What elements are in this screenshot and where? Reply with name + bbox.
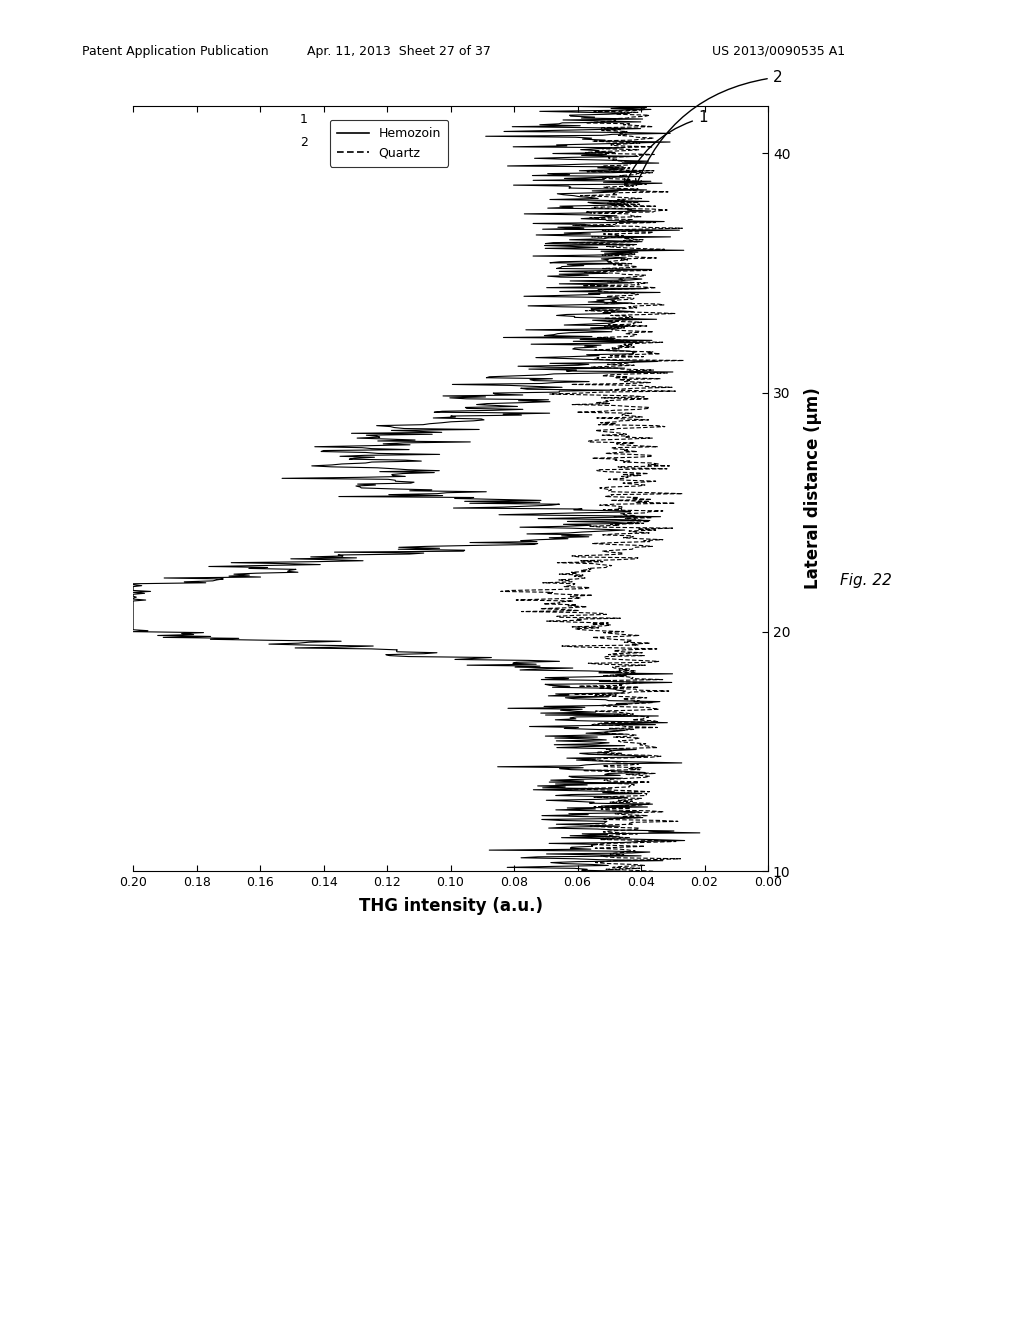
Text: Apr. 11, 2013  Sheet 27 of 37: Apr. 11, 2013 Sheet 27 of 37 bbox=[307, 45, 492, 58]
Y-axis label: Lateral distance (μm): Lateral distance (μm) bbox=[805, 388, 822, 589]
Legend: Hemozoin, Quartz: Hemozoin, Quartz bbox=[330, 120, 449, 166]
Text: Patent Application Publication: Patent Application Publication bbox=[82, 45, 268, 58]
Text: Fig. 22: Fig. 22 bbox=[840, 573, 892, 589]
X-axis label: THG intensity (a.u.): THG intensity (a.u.) bbox=[358, 898, 543, 915]
Text: US 2013/0090535 A1: US 2013/0090535 A1 bbox=[712, 45, 845, 58]
Text: 1: 1 bbox=[300, 114, 307, 127]
Text: 2: 2 bbox=[300, 136, 307, 149]
Text: 2: 2 bbox=[636, 70, 782, 185]
Text: 1: 1 bbox=[625, 111, 708, 185]
